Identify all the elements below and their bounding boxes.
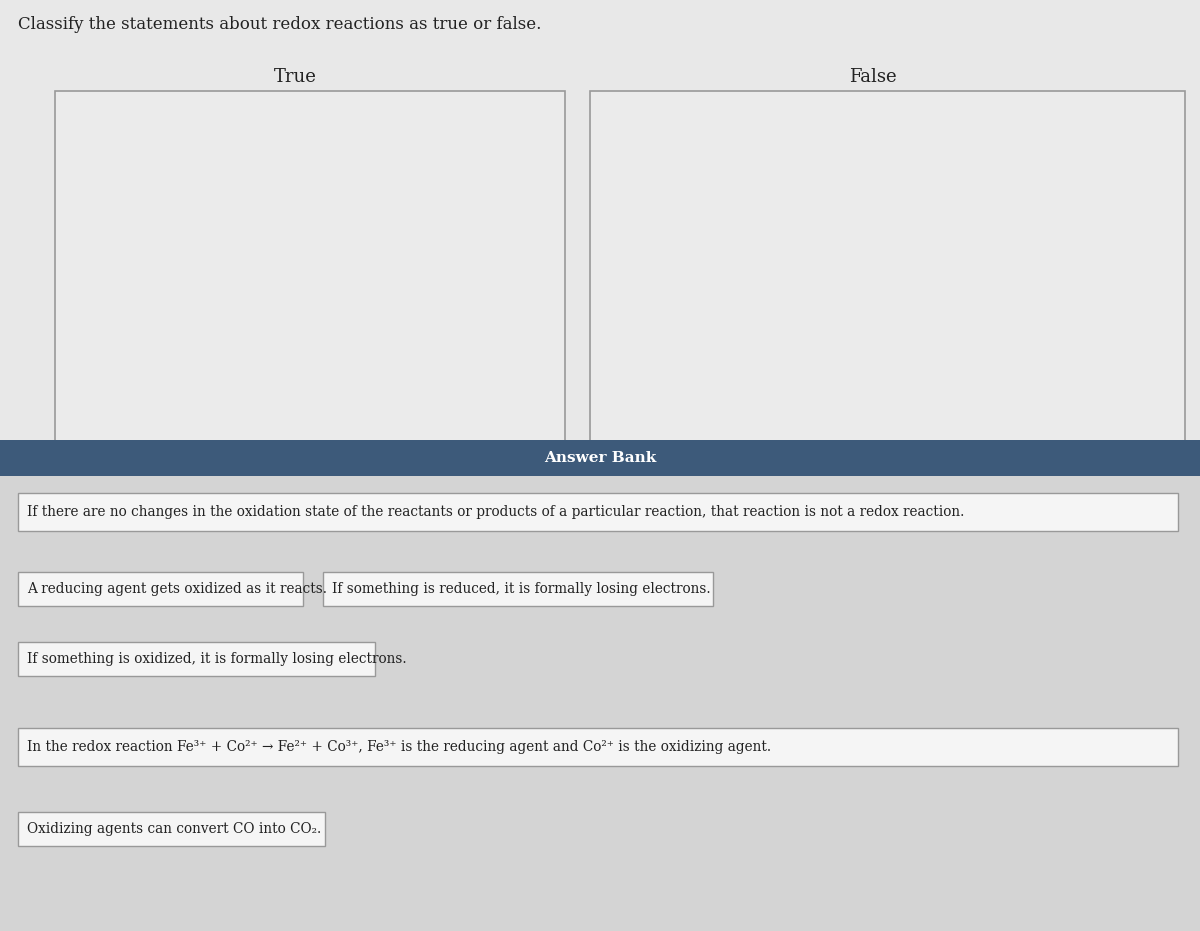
Text: Answer Bank: Answer Bank (544, 451, 656, 465)
Bar (18, 728, 1178, 766)
Text: If something is oxidized, it is formally losing electrons.: If something is oxidized, it is formally… (28, 652, 407, 666)
Bar (18, 493, 1178, 531)
Text: In the redox reaction Fe³⁺ + Co²⁺ → Fe²⁺ + Co³⁺, Fe³⁺ is the reducing agent and : In the redox reaction Fe³⁺ + Co²⁺ → Fe²⁺… (28, 740, 772, 754)
Bar (0, 0, 1200, 476)
Text: If something is reduced, it is formally losing electrons.: If something is reduced, it is formally … (332, 582, 710, 596)
Bar (323, 572, 713, 606)
Bar (18, 572, 302, 606)
Bar (0, 440, 1200, 476)
Text: If there are no changes in the oxidation state of the reactants or products of a: If there are no changes in the oxidation… (28, 505, 965, 519)
Bar (18, 642, 374, 676)
Text: Oxidizing agents can convert CO into CO₂.: Oxidizing agents can convert CO into CO₂… (28, 822, 322, 836)
Text: Classify the statements about redox reactions as true or false.: Classify the statements about redox reac… (18, 16, 541, 33)
Bar (18, 812, 325, 846)
Text: True: True (274, 68, 317, 86)
Text: False: False (850, 68, 896, 86)
Bar (55, 91, 565, 441)
Bar (0, 476, 1200, 931)
Text: A reducing agent gets oxidized as it reacts.: A reducing agent gets oxidized as it rea… (28, 582, 326, 596)
Bar (590, 91, 1186, 441)
